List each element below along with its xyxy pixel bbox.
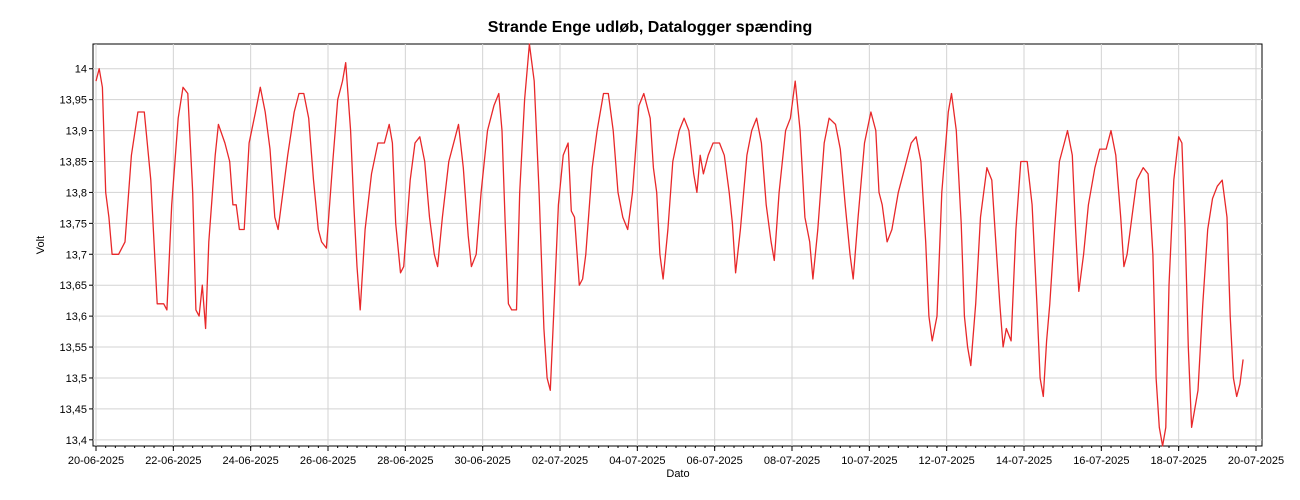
x-tick-label: 20-07-2025: [1228, 455, 1284, 467]
series-line-0: [95, 43, 1244, 447]
x-tick-label: 22-06-2025: [145, 455, 201, 467]
plot-area: [92, 43, 1263, 447]
y-tick-label: 13,6: [66, 311, 87, 323]
x-tick-label: 02-07-2025: [532, 455, 588, 467]
y-tick-label: 13,65: [59, 280, 87, 292]
y-tick-label: 13,55: [59, 342, 87, 354]
x-tick-label: 10-07-2025: [841, 455, 897, 467]
y-tick-label: 13,5: [66, 373, 87, 385]
grid-lines: [93, 44, 1262, 446]
x-tick-label: 04-07-2025: [609, 455, 665, 467]
x-tick-label: 18-07-2025: [1151, 455, 1207, 467]
y-axis: 14 13,95 13,9 13,85 13,8 13,75 13,7 13,65 13,6 13…: [59, 64, 93, 447]
y-tick-label: 13,4: [66, 435, 87, 447]
x-tick-label: 14-07-2025: [996, 455, 1052, 467]
chart-title: Strande Enge udløb, Datalogger spænding: [487, 19, 813, 36]
x-tick-label: 30-06-2025: [455, 455, 511, 467]
x-tick-label: 28-06-2025: [377, 455, 433, 467]
x-tick-label: 26-06-2025: [300, 455, 356, 467]
series-group: [95, 43, 1244, 447]
y-tick-label: 13,9: [66, 126, 87, 138]
y-tick-label: 13,7: [66, 249, 87, 261]
y-tick-label: 13,8: [66, 187, 87, 199]
x-axis: 20-06-2025 22-06-2025 24-06-2025 26-06-2025…: [68, 446, 1284, 467]
y-tick-label: 13,45: [59, 404, 87, 416]
x-tick-label: 12-07-2025: [919, 455, 975, 467]
y-tick-label: 14: [75, 64, 87, 76]
y-tick-label: 13,95: [59, 95, 87, 107]
x-axis-label: Dato: [666, 468, 689, 480]
x-tick-label: 16-07-2025: [1073, 455, 1129, 467]
x-tick-label: 24-06-2025: [223, 455, 279, 467]
x-tick-label: 20-06-2025: [68, 455, 124, 467]
y-axis-label: Volt: [35, 236, 47, 254]
x-tick-label: 08-07-2025: [764, 455, 820, 467]
y-tick-label: 13,75: [59, 218, 87, 230]
y-tick-label: 13,85: [59, 157, 87, 169]
x-tick-label: 06-07-2025: [687, 455, 743, 467]
